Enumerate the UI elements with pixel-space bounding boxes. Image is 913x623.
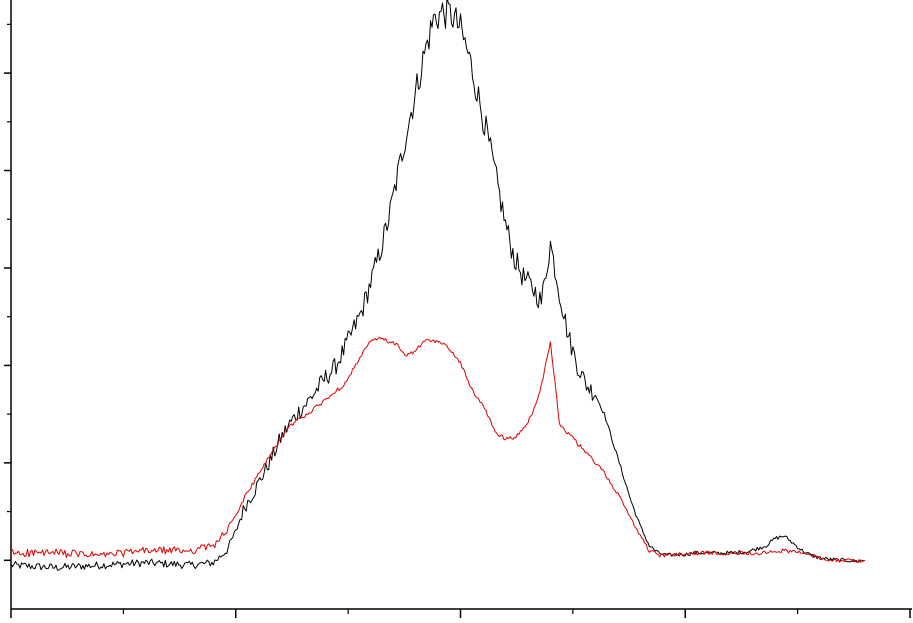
series-red-line bbox=[10, 336, 866, 563]
series-black-line bbox=[10, 0, 866, 571]
series-layer bbox=[10, 0, 866, 571]
axes bbox=[4, 0, 912, 618]
